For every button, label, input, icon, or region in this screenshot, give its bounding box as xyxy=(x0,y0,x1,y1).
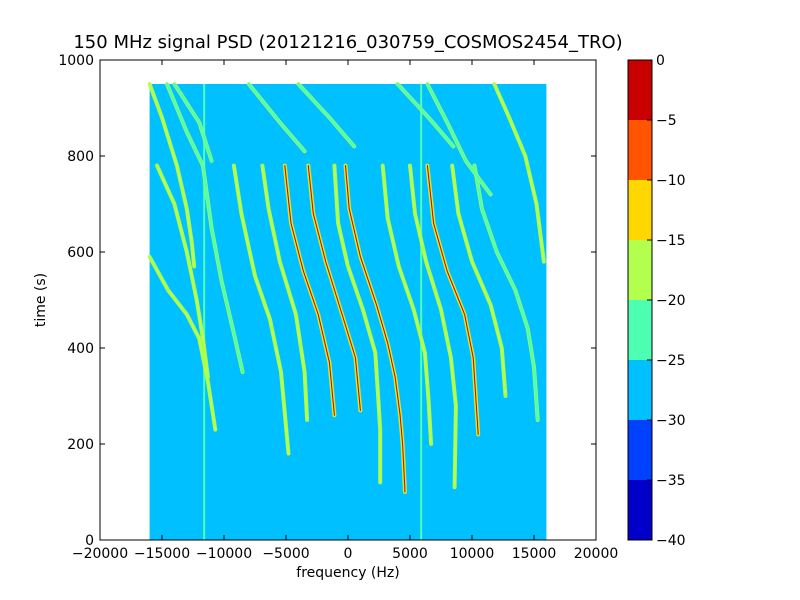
colorbar: 0 −5 −10 −15 −20 −25 −30 −35 −40 xyxy=(627,53,686,549)
signal-trace-10 xyxy=(380,163,434,446)
y-tick-label-5: 1000 xyxy=(58,53,94,69)
signal-trace-5 xyxy=(260,163,310,422)
x-tick-label-6: 10000 xyxy=(450,546,495,562)
heatmap-background xyxy=(149,84,547,540)
colorbar-tick-label-2: −10 xyxy=(656,173,686,189)
signal-trace-7 xyxy=(306,163,363,413)
signal-trace-12 xyxy=(425,163,481,437)
colorbar-band-0 xyxy=(628,480,652,540)
x-tick-label-3: −5000 xyxy=(262,546,309,562)
x-axis-label: frequency (Hz) xyxy=(296,565,399,581)
colorbar-tick-label-8: −40 xyxy=(656,533,686,549)
colorbar-band-1 xyxy=(628,420,652,480)
y-tick-label-4: 800 xyxy=(67,149,94,165)
colorbar-tick-label-7: −35 xyxy=(656,473,686,489)
signal-trace-3 xyxy=(165,82,245,374)
y-axis: 0 200 400 600 800 1000 xyxy=(58,53,596,549)
signal-trace-14 xyxy=(472,163,540,422)
signal-trace-11 xyxy=(408,163,458,490)
signal-trace-6 xyxy=(282,163,337,418)
colorbar-band-3 xyxy=(628,300,652,360)
colorbar-tick-label-3: −15 xyxy=(656,233,686,249)
colorbar-tick-label-0: 0 xyxy=(656,53,665,69)
signal-trace-20 xyxy=(395,82,456,149)
signal-trace-8 xyxy=(332,163,383,485)
y-tick-label-3: 600 xyxy=(67,245,94,261)
colorbar-tick-label-5: −25 xyxy=(656,353,686,369)
signal-trace-4 xyxy=(231,163,291,456)
signal-trace-18 xyxy=(246,82,307,154)
colorbar-tick-label-6: −30 xyxy=(656,413,686,429)
signal-trace-19 xyxy=(296,82,357,149)
y-tick-label-2: 400 xyxy=(67,341,94,357)
signal-trace-13 xyxy=(450,163,508,398)
colorbar-band-2 xyxy=(628,360,652,420)
colorbar-band-6 xyxy=(628,120,652,180)
x-tick-label-5: 5000 xyxy=(392,546,428,562)
colorbar-tick-label-4: −20 xyxy=(656,293,686,309)
colorbar-band-5 xyxy=(628,180,652,240)
signal-trace-17 xyxy=(172,82,214,163)
x-tick-label-7: 15000 xyxy=(512,546,557,562)
signal-trace-2 xyxy=(155,163,210,379)
y-tick-label-1: 200 xyxy=(67,437,94,453)
signal-trace-1 xyxy=(147,254,218,432)
signal-trace-16 xyxy=(492,82,546,264)
x-axis: −20000 −15000 −10000 −5000 0 5000 10000 15000 20… xyxy=(72,60,618,562)
chart-title: 150 MHz signal PSD (20121216_030759_COSM… xyxy=(73,32,622,53)
y-tick-label-0: 0 xyxy=(85,533,94,549)
signal-trace-0 xyxy=(147,82,197,269)
y-axis-label: time (s) xyxy=(33,273,49,327)
colorbar-tick-label-1: −5 xyxy=(656,113,677,129)
heatmap-layer xyxy=(147,82,547,540)
x-tick-label-4: 0 xyxy=(344,546,353,562)
signal-trace-9 xyxy=(343,163,407,494)
colorbar-band-7 xyxy=(628,60,652,120)
colorbar-band-4 xyxy=(628,240,652,300)
plot-area xyxy=(99,59,597,541)
x-tick-label-1: −15000 xyxy=(134,546,190,562)
x-tick-label-8: 20000 xyxy=(574,546,619,562)
x-tick-label-0: −20000 xyxy=(72,546,128,562)
signal-trace-15 xyxy=(425,82,493,197)
x-tick-label-2: −10000 xyxy=(196,546,252,562)
